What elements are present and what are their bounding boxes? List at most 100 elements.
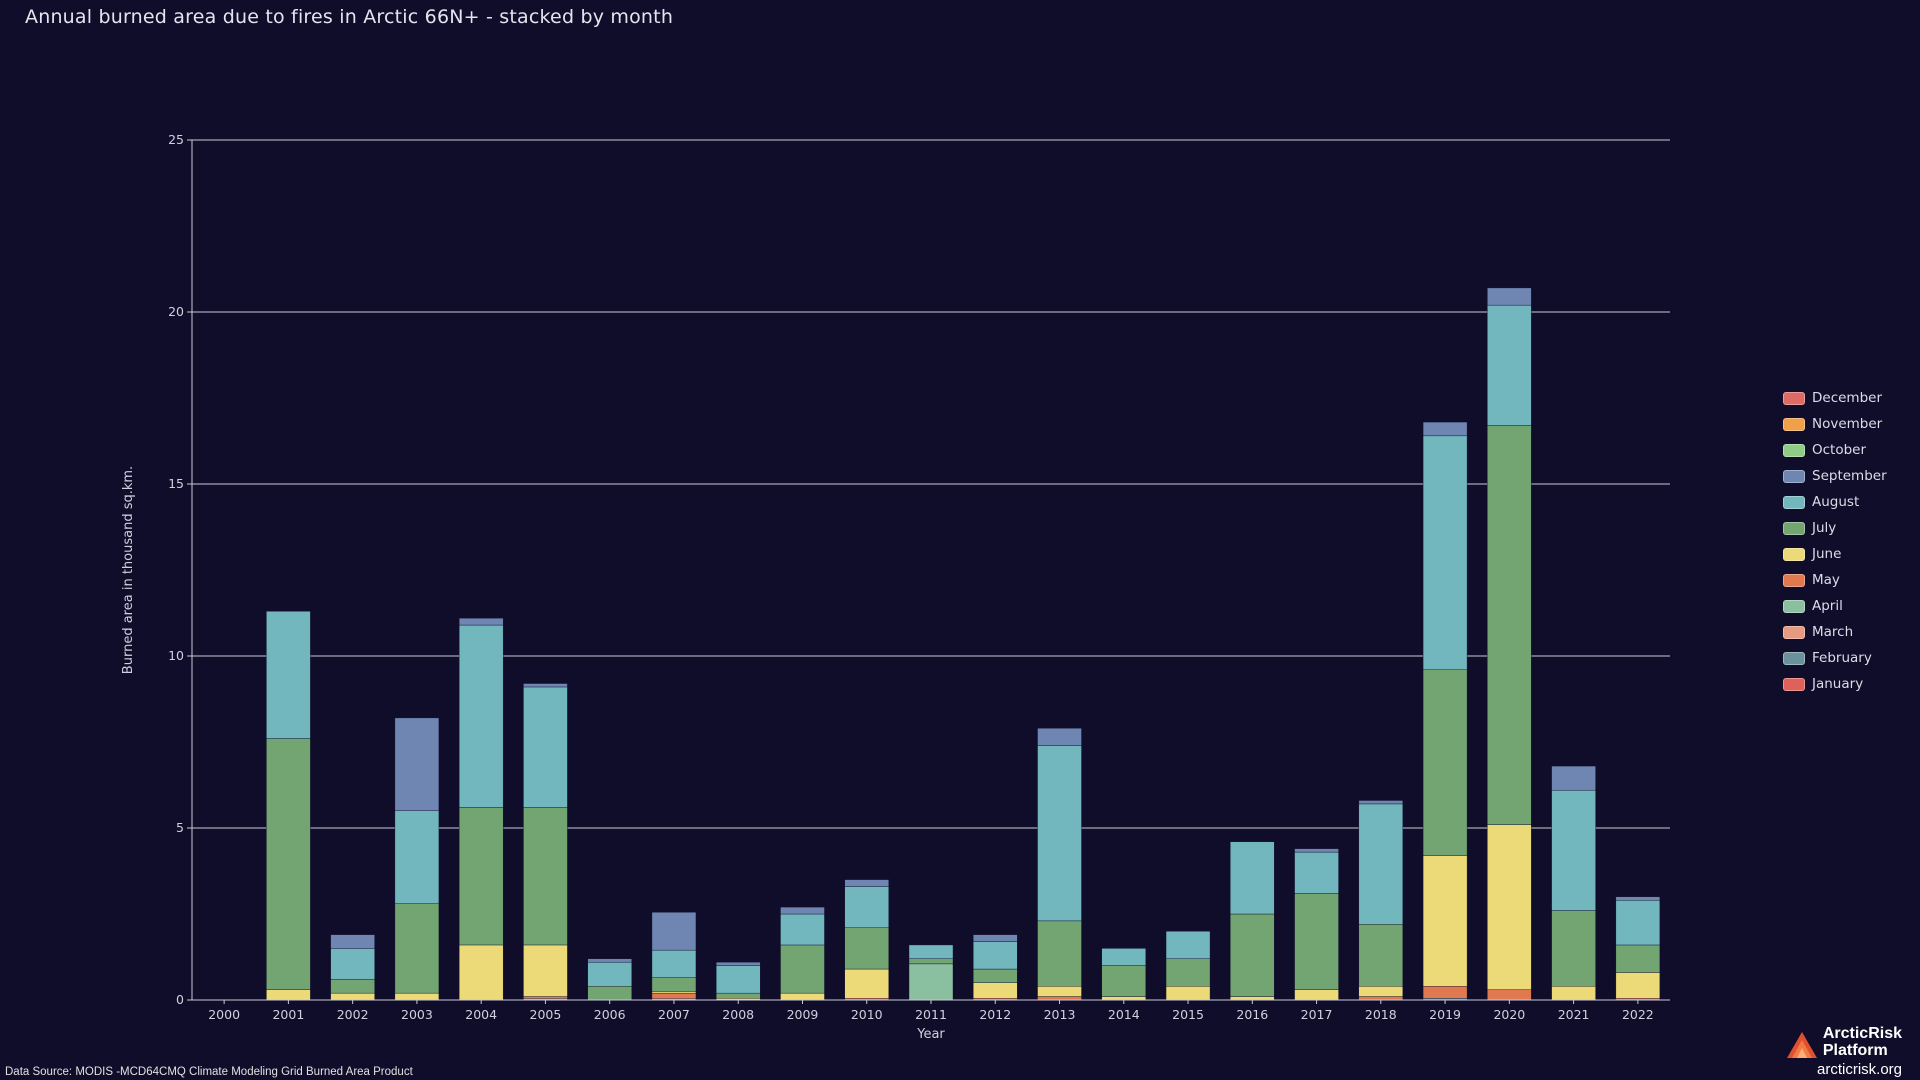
bar-segment-2020-september [1487, 287, 1532, 306]
y-tick-label: 10 [168, 648, 184, 663]
bar-segment-2011-july [908, 958, 954, 965]
bar-segment-2016-june [1230, 996, 1275, 1001]
x-tick-label: 2003 [401, 1007, 433, 1022]
bar-segment-2019-june [1422, 855, 1468, 987]
legend-label: April [1812, 598, 1843, 614]
bar-segment-2020-july [1487, 425, 1532, 825]
bar-segment-2010-july [844, 927, 889, 970]
bar-segment-2002-july [330, 979, 375, 994]
legend-swatch [1783, 599, 1805, 613]
bar-segment-2022-june [1615, 972, 1661, 999]
bar-segment-2018-september [1358, 800, 1404, 805]
bar-segment-2008-august [716, 965, 761, 994]
legend-item-june[interactable]: June [1783, 541, 1887, 567]
bar-segment-2013-july [1037, 920, 1082, 987]
legend-item-august[interactable]: August [1783, 489, 1887, 515]
brand-url[interactable]: arcticrisk.org [1816, 1061, 1902, 1078]
legend-label: February [1812, 650, 1872, 666]
x-tick-label: 2002 [337, 1007, 369, 1022]
bar-segment-2018-june [1358, 986, 1404, 997]
bar-segment-2022-august [1615, 900, 1661, 946]
x-tick-label: 2015 [1172, 1007, 1204, 1022]
bar-segment-2013-september [1037, 728, 1082, 746]
bar-segment-2020-august [1487, 304, 1532, 426]
bar-segment-2013-june [1037, 986, 1082, 997]
legend-swatch [1783, 677, 1805, 691]
bar-segment-2021-september [1551, 765, 1596, 791]
bar-segment-2018-august [1358, 803, 1404, 925]
bar-segment-2011-april [908, 963, 954, 1001]
bar-segment-2004-june [458, 944, 504, 1001]
legend-item-november[interactable]: November [1783, 411, 1887, 437]
legend-label: March [1812, 624, 1854, 640]
bar-segment-2011-august [908, 944, 954, 959]
bar-segment-2012-august [973, 941, 1018, 970]
bar-segment-2020-may [1487, 989, 1532, 1001]
bar-segment-2003-july [394, 903, 440, 994]
legend-item-april[interactable]: April [1783, 593, 1887, 619]
bar-segment-2012-september [973, 934, 1018, 942]
data-source-note: Data Source: MODIS -MCD64CMQ Climate Mod… [5, 1066, 413, 1078]
bar-segment-2005-september [523, 683, 568, 688]
bar-segment-2002-june [330, 992, 375, 1001]
x-tick-label: 2010 [851, 1007, 883, 1022]
x-tick-label: 2020 [1493, 1007, 1525, 1022]
bar-segment-2007-june [651, 991, 697, 994]
x-tick-label: 2021 [1558, 1007, 1590, 1022]
legend-label: November [1812, 416, 1883, 432]
y-tick-label: 25 [168, 132, 184, 147]
bar-segment-2021-august [1551, 789, 1596, 911]
legend-swatch [1783, 651, 1805, 665]
bar-segment-2003-september [394, 717, 440, 811]
x-tick-label: 2017 [1301, 1007, 1333, 1022]
bar-segment-2020-june [1487, 824, 1532, 990]
bar-segment-2007-september [651, 912, 697, 951]
bar-segment-2013-august [1037, 745, 1082, 922]
legend-item-february[interactable]: February [1783, 645, 1887, 671]
bar-segment-2001-june [266, 989, 311, 1001]
legend-label: June [1812, 546, 1842, 562]
bar-segment-2017-august [1294, 851, 1339, 894]
legend-item-july[interactable]: July [1783, 515, 1887, 541]
bar-segment-2009-september [780, 906, 825, 915]
bar-segment-2006-july [587, 986, 632, 1001]
x-tick-label: 2018 [1365, 1007, 1397, 1022]
legend-label: January [1812, 676, 1864, 692]
bar-segment-2002-september [330, 934, 375, 949]
bar-segment-2003-august [394, 810, 440, 904]
bar-segment-2016-july [1230, 913, 1275, 997]
bar-segment-2007-may [651, 992, 697, 999]
x-tick-label: 2016 [1236, 1007, 1268, 1022]
legend-item-september[interactable]: September [1783, 463, 1887, 489]
x-tick-label: 2001 [272, 1007, 304, 1022]
legend-item-october[interactable]: October [1783, 437, 1887, 463]
brand-block[interactable]: ArcticRisk Platform arcticrisk.org [1786, 1025, 1902, 1078]
legend-swatch [1783, 495, 1805, 509]
bar-segment-2001-august [266, 611, 311, 739]
brand-logo[interactable]: ArcticRisk Platform [1786, 1025, 1902, 1059]
x-tick-label: 2012 [979, 1007, 1011, 1022]
legend-item-march[interactable]: March [1783, 619, 1887, 645]
bar-segment-2018-july [1358, 924, 1404, 987]
bar-segment-2022-july [1615, 944, 1661, 973]
legend-label: September [1812, 468, 1887, 484]
bar-segment-2003-june [394, 992, 440, 1001]
x-tick-label: 2006 [594, 1007, 626, 1022]
bar-segment-2006-august [587, 961, 632, 987]
brand-name-line1: ArcticRisk [1822, 1025, 1902, 1042]
bar-segment-2014-july [1101, 965, 1146, 997]
bar-segment-2012-june [973, 982, 1018, 999]
legend-item-january[interactable]: January [1783, 671, 1887, 697]
bar-segment-2021-june [1551, 986, 1596, 1001]
legend-swatch [1783, 547, 1805, 561]
legend-item-may[interactable]: May [1783, 567, 1887, 593]
y-axis-label: Burned area in thousand sq.km. [121, 466, 136, 674]
legend-item-december[interactable]: December [1783, 385, 1887, 411]
x-tick-label: 2011 [915, 1007, 947, 1022]
bar-segment-2018-may [1358, 996, 1404, 1001]
brand-name-line2: Platform [1822, 1042, 1888, 1059]
bar-segment-2002-august [330, 948, 375, 980]
bar-segment-2008-july [716, 992, 761, 999]
y-tick-label: 15 [168, 476, 184, 491]
bar-segment-2017-june [1294, 989, 1339, 1001]
